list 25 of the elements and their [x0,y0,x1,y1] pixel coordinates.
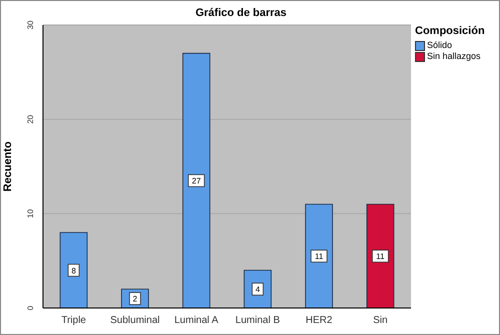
bar [182,52,210,308]
x-tick-label: Subluminal [110,315,160,326]
bar [305,204,333,308]
y-tick-label: 20 [26,114,35,124]
y-tick-label: 0 [26,305,35,310]
y-tick-label: 30 [26,20,35,30]
data-label: 4 [255,285,260,294]
data-label: 2 [132,294,138,304]
y-tick-label: 10 [26,208,35,218]
chart-title: Gráfico de barras [194,7,288,19]
legend-label: Sólido [426,40,454,51]
x-tick-label: HER2 [306,315,333,326]
bar [366,204,394,308]
x-tick-label: Luminal B [235,315,280,326]
legend-title: Composición [415,25,486,37]
data-label: 11 [314,252,324,262]
data-label: 27 [192,176,202,186]
legend-label: Sin hallazgos [426,51,482,62]
x-tick-label: Sin [373,315,388,326]
x-tick-label: Triple [61,315,86,326]
x-tick-label: Luminal A [174,315,219,326]
y-axis-title: Recuento [2,141,14,192]
bar [60,232,88,308]
data-label: 11 [376,252,386,262]
data-label: 8 [71,266,76,276]
